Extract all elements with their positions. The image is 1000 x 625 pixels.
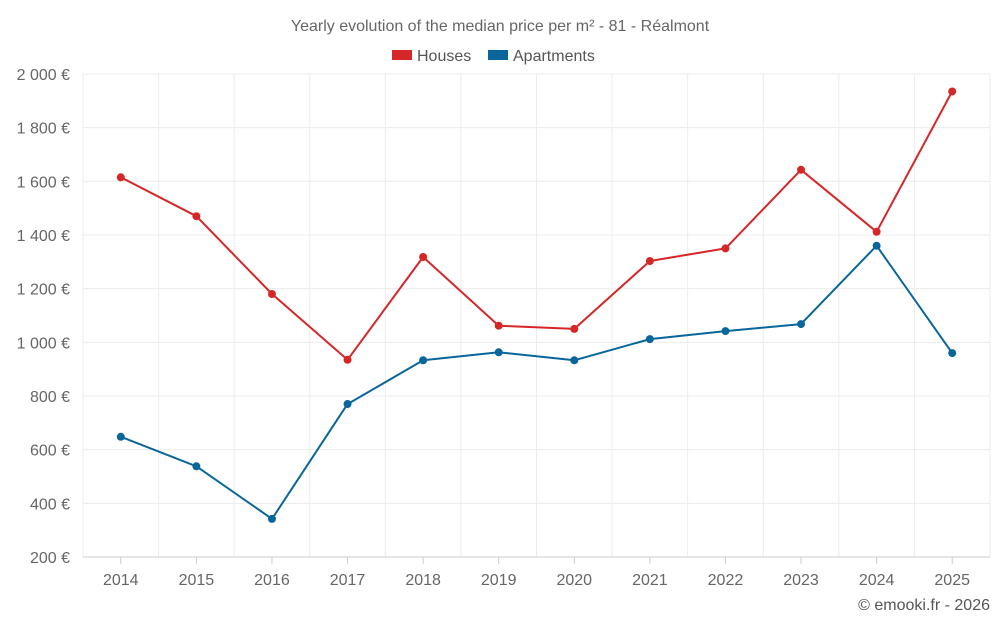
legend-swatch-houses xyxy=(392,50,412,60)
x-tick-label: 2014 xyxy=(103,572,139,589)
data-point-apartments-2015[interactable] xyxy=(192,462,201,471)
data-point-apartments-2021[interactable] xyxy=(645,335,654,344)
data-point-apartments-2022[interactable] xyxy=(721,327,730,336)
data-point-apartments-2014[interactable] xyxy=(116,432,125,441)
data-point-apartments-2020[interactable] xyxy=(570,356,579,365)
x-tick-label: 2017 xyxy=(330,572,366,589)
data-point-houses-2016[interactable] xyxy=(267,290,276,299)
y-tick-label: 1 200 € xyxy=(17,282,70,299)
data-point-houses-2024[interactable] xyxy=(872,227,881,236)
y-tick-label: 600 € xyxy=(30,443,70,460)
data-point-houses-2019[interactable] xyxy=(494,321,503,330)
x-tick-label: 2019 xyxy=(481,572,517,589)
y-tick-label: 400 € xyxy=(30,496,70,513)
x-tick-label: 2022 xyxy=(708,572,744,589)
data-point-houses-2015[interactable] xyxy=(192,212,201,221)
data-point-houses-2025[interactable] xyxy=(948,87,957,96)
data-point-houses-2017[interactable] xyxy=(343,355,352,364)
x-tick-label: 2024 xyxy=(859,572,895,589)
data-point-apartments-2025[interactable] xyxy=(948,349,957,358)
data-point-apartments-2019[interactable] xyxy=(494,348,503,357)
data-point-houses-2020[interactable] xyxy=(570,324,579,333)
y-tick-label: 200 € xyxy=(30,550,70,567)
x-tick-label: 2020 xyxy=(556,572,592,589)
legend-swatch-apartments xyxy=(488,50,508,60)
credit-text: © emooki.fr - 2026 xyxy=(858,597,990,614)
x-tick-label: 2015 xyxy=(179,572,215,589)
data-point-apartments-2023[interactable] xyxy=(797,320,806,329)
x-tick-label: 2025 xyxy=(934,572,970,589)
legend: Houses Apartments xyxy=(392,48,595,65)
grid xyxy=(82,73,991,557)
x-tick-label: 2016 xyxy=(254,572,290,589)
y-tick-label: 1 600 € xyxy=(17,174,70,191)
data-point-houses-2014[interactable] xyxy=(116,173,125,182)
y-tick-label: 2 000 € xyxy=(17,67,70,84)
series-layer xyxy=(116,87,957,523)
data-point-houses-2018[interactable] xyxy=(419,253,428,262)
series-line-apartments xyxy=(120,244,954,520)
series-line-houses xyxy=(120,90,954,361)
x-tick-label: 2021 xyxy=(632,572,668,589)
data-point-apartments-2018[interactable] xyxy=(419,356,428,365)
data-point-apartments-2024[interactable] xyxy=(872,241,881,250)
axes: 200 € 400 € 600 € 800 € 1 000 € 1 200 € 1 400 … xyxy=(17,67,990,589)
data-point-apartments-2016[interactable] xyxy=(267,514,276,523)
y-tick-label: 1 400 € xyxy=(17,228,70,245)
data-point-houses-2021[interactable] xyxy=(645,257,654,266)
x-tick-label: 2018 xyxy=(405,572,441,589)
legend-label-houses[interactable]: Houses xyxy=(417,48,471,65)
y-tick-label: 1 800 € xyxy=(17,121,70,138)
legend-label-apartments[interactable]: Apartments xyxy=(513,48,595,65)
y-tick-label: 800 € xyxy=(30,389,70,406)
data-point-apartments-2017[interactable] xyxy=(343,400,352,409)
chart-title: Yearly evolution of the median price per… xyxy=(291,18,710,35)
x-tick-label: 2023 xyxy=(783,572,819,589)
data-point-houses-2023[interactable] xyxy=(797,165,806,174)
data-point-houses-2022[interactable] xyxy=(721,244,730,253)
y-tick-label: 1 000 € xyxy=(17,335,70,352)
